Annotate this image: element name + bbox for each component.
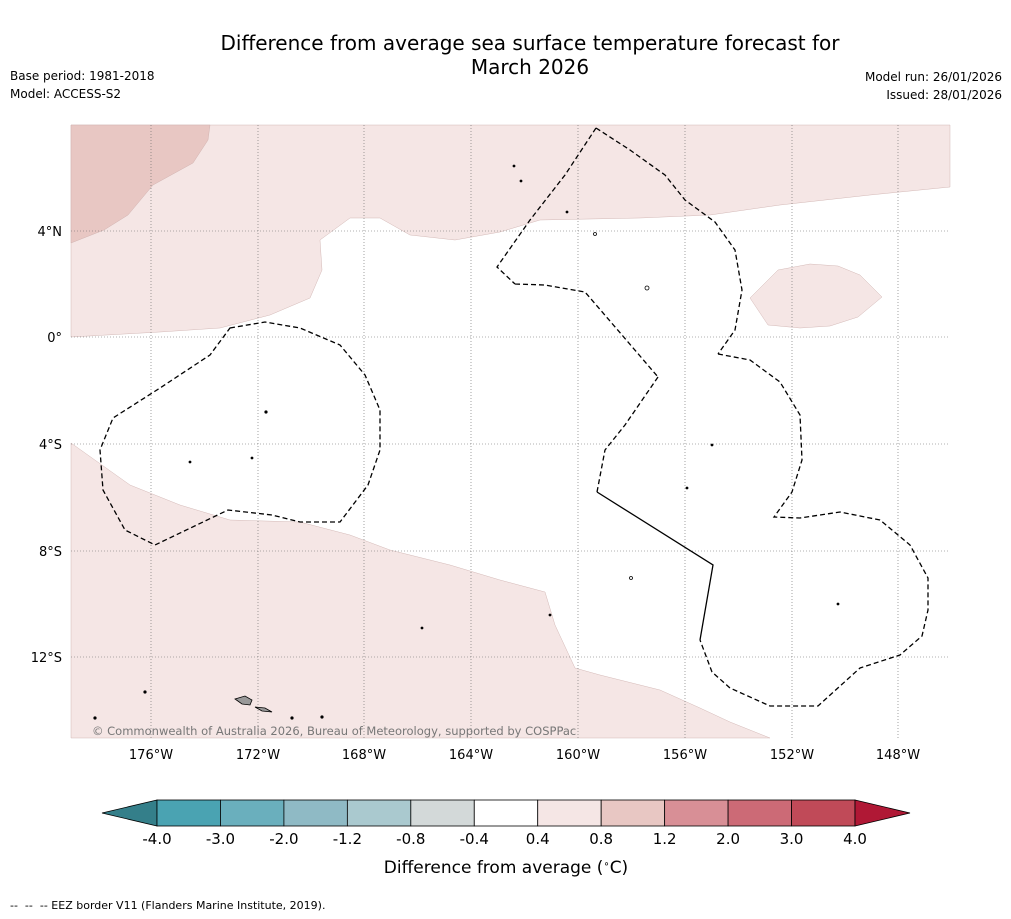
lon-label: 176°W [129,748,173,763]
eez-border-west [99,321,381,546]
base-period-text: Base period: 1981-2018 [10,69,155,83]
colorbar-tick-label: 0.8 [589,830,613,848]
island-dot [143,690,147,694]
lon-label: 168°W [342,748,386,763]
colorbar-tick-label: -4.0 [142,830,171,848]
sst-map: © Commonwealth of Australia 2026, Bureau… [31,124,951,878]
colorbar-under-arrow [101,799,158,827]
map-title-line2: March 2026 [470,55,590,79]
island-dot [320,715,324,719]
lon-label: 156°W [663,748,707,763]
island-dot [264,410,268,414]
island-dot [93,716,97,720]
island-dot [420,626,424,630]
colorbar-cell [537,799,602,827]
lon-label: 148°W [876,748,920,763]
anomaly-region-east [749,263,883,329]
lon-label: 152°W [770,748,814,763]
island-samoa-west [234,695,253,706]
meta-left: Base period: 1981-2018 Model: ACCESS-S2 [10,67,155,103]
colorbar-cell [664,799,729,827]
colorbar-tick-label: 4.0 [843,830,867,848]
island-dot [836,602,840,606]
lon-label: 164°W [449,748,493,763]
colorbar-cell [156,799,221,827]
colorbar-tick-label: 1.2 [653,830,677,848]
eez-border-east [699,353,929,707]
anomaly-region-north [70,124,951,338]
island-dot [548,613,552,617]
island-dot [710,443,714,447]
eez-border-central [496,127,743,493]
eez-footnote: -- -- -- EEZ border V11 (Flanders Marine… [10,899,326,912]
copyright-text: © Commonwealth of Australia 2026, Bureau… [92,724,576,738]
colorbar-cell [600,799,666,827]
colorbar: -4.0 -3.0 -2.0 -1.2 -0.8 -0.4 0.4 0.8 1.2 2.0 3.0 4… [101,799,911,878]
lon-label: 172°W [236,748,280,763]
colorbar-tick-label: -0.4 [460,830,489,848]
lat-label: 4°N [38,225,63,240]
anomaly-region-south [70,442,771,739]
lat-label: 4°S [39,438,62,453]
island-dot [629,576,633,580]
colorbar-tick-label: -2.0 [269,830,298,848]
colorbar-cell [473,799,539,827]
colorbar-tick-label: 0.4 [526,830,550,848]
model-run-text: Model run: 26/01/2026 [864,70,1002,84]
colorbar-tick-label: -3.0 [206,830,235,848]
boundary-solid [596,491,714,641]
islands [93,164,840,720]
issued-text: Issued: 28/01/2026 [886,88,1002,102]
lat-label: 12°S [31,651,62,666]
colorbar-cell [727,799,792,827]
lat-label: 8°S [39,545,62,560]
island-dot [644,285,650,291]
colorbar-cell [346,799,412,827]
island-samoa-east [254,706,273,713]
island-dot [188,460,192,464]
island-dot [593,232,597,236]
lat-label: 0° [47,331,62,346]
colorbar-tick-label: 2.0 [716,830,740,848]
island-dot [685,486,689,490]
colorbar-cell [791,799,856,827]
map-title-line1: Difference from average sea surface temp… [220,31,840,55]
colorbar-tick-label: -0.8 [396,830,425,848]
colorbar-cell [283,799,348,827]
colorbar-cell [410,799,475,827]
colorbar-tick-label: -1.2 [333,830,362,848]
island-dot [565,210,569,214]
island-dot [512,164,516,168]
lat-labels: 4°N 0° 4°S 8°S 12°S [31,225,62,666]
meta-right: Model run: 26/01/2026 Issued: 28/01/2026 [865,68,1002,104]
gridlines [71,125,950,738]
lon-labels: 176°W 172°W 168°W 164°W 160°W 156°W 152°… [129,748,920,763]
anomaly-region-northwest-warm [70,124,211,244]
model-text: Model: ACCESS-S2 [10,87,122,101]
lon-label: 160°W [556,748,600,763]
colorbar-label: Difference from average (∘C) [384,858,628,878]
colorbar-tick-label: 3.0 [780,830,804,848]
island-dot [250,456,254,460]
map-title: Difference from average sea surface temp… [150,31,910,79]
colorbar-over-arrow [854,799,911,827]
island-dot [519,179,523,183]
island-dot [290,716,294,720]
eez-borders [99,127,929,707]
colorbar-cell [220,799,285,827]
